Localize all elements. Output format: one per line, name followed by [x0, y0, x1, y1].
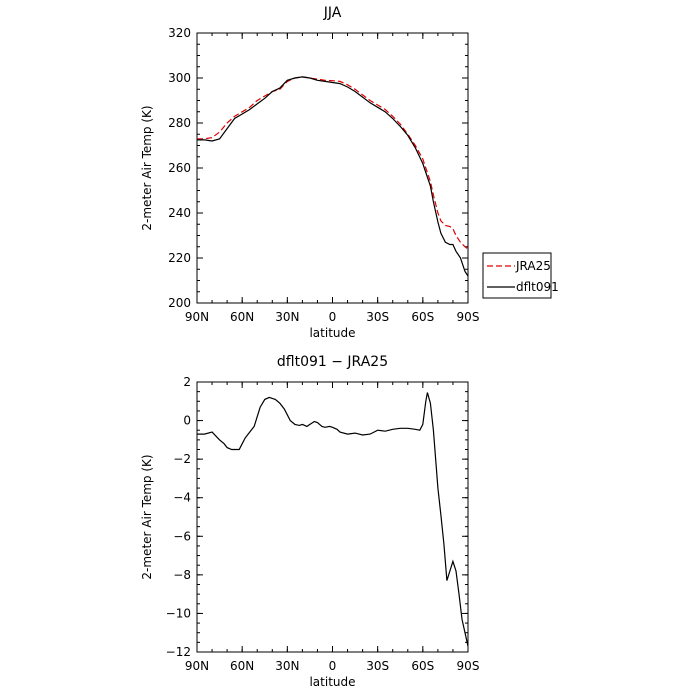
y-tick-label: −4 [173, 491, 191, 505]
y-tick-label: 200 [168, 296, 191, 310]
y-tick-label: −10 [166, 606, 191, 620]
y-tick-label: 320 [168, 26, 191, 40]
plot-frame [196, 381, 469, 653]
x-tick-label: 30S [366, 659, 389, 673]
chart-2: dflt091 − JRA25 90N 60N 30N 0 30S 60S 90S −12 −10… [140, 354, 479, 689]
y-tick-label: −2 [173, 452, 191, 466]
y-tick-label: 260 [168, 161, 191, 175]
x-tick-label: 90S [457, 310, 480, 324]
x-tick-label: 0 [329, 310, 337, 324]
x-tick-label: 60S [411, 659, 434, 673]
x-axis-label: latitude [309, 326, 355, 340]
x-axis-label: latitude [309, 675, 355, 689]
x-tick-label: 30N [275, 659, 299, 673]
y-tick-label: 300 [168, 71, 191, 85]
series-line-dflt091 [197, 76, 468, 277]
y-axis-label: 2-meter Air Temp (K) [140, 105, 154, 230]
series-line-series-1 [197, 392, 468, 647]
series-line-JRA25 [197, 76, 468, 250]
legend-label: dflt091 [516, 280, 559, 294]
plot-frame [196, 32, 469, 304]
y-tick-label: 280 [168, 116, 191, 130]
y-tick-label: 2 [183, 375, 191, 389]
y-tick-label: −6 [173, 529, 191, 543]
y-tick-label: −8 [173, 568, 191, 582]
x-tick-label: 30S [366, 310, 389, 324]
chart-1: JJA 90N 60N 30N 0 30S 60S 90S 200 220 240 260 280 300… [140, 5, 559, 340]
chart-title: dflt091 − JRA25 [277, 354, 388, 370]
y-tick-label: 0 [183, 414, 191, 428]
legend-box [482, 252, 552, 299]
legend: JRA25 dflt091 [482, 252, 559, 299]
y-tick-label: 220 [168, 251, 191, 265]
x-tick-label: 30N [275, 310, 299, 324]
y-tick-label: 240 [168, 206, 191, 220]
x-tick-label: 90N [185, 659, 209, 673]
x-tick-label: 90N [185, 310, 209, 324]
x-tick-label: 60S [411, 310, 434, 324]
x-tick-label: 90S [457, 659, 480, 673]
x-tick-label: 60N [230, 310, 254, 324]
y-tick-label: −12 [166, 645, 191, 659]
chart-title: JJA [323, 5, 342, 21]
x-tick-label: 60N [230, 659, 254, 673]
y-axis-label: 2-meter Air Temp (K) [140, 454, 154, 579]
x-tick-label: 0 [329, 659, 337, 673]
legend-label: JRA25 [515, 259, 551, 273]
